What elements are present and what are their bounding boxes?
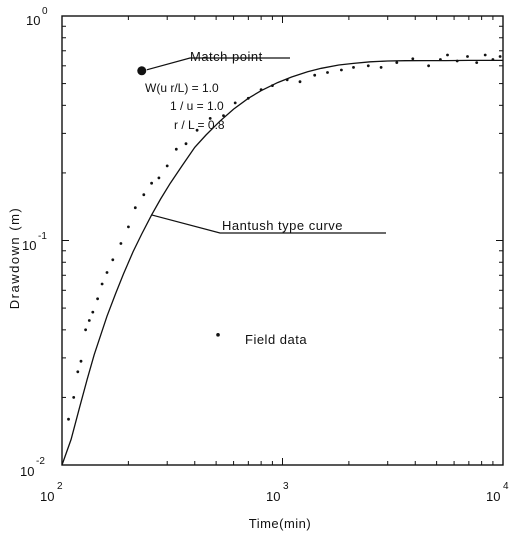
field-data-point — [72, 396, 76, 399]
y-tick-exp: -2 — [36, 456, 45, 467]
type-curve-label: Hantush type curve — [222, 218, 343, 233]
type-curve-leader — [151, 214, 386, 234]
field-data-point — [427, 64, 430, 68]
field-data-point — [208, 117, 212, 120]
field-data-point — [246, 96, 250, 100]
field-data-point — [466, 55, 469, 58]
hantush-type-curve — [61, 59, 503, 466]
field-data-point — [79, 359, 83, 363]
match-point-param-u: 1 / u = 1.0 — [170, 99, 224, 113]
x-tick-exp: 4 — [503, 481, 509, 492]
field-data-point — [96, 297, 99, 301]
field-data-point — [111, 258, 115, 262]
field-data-point — [84, 328, 87, 332]
field-data-point — [100, 282, 104, 286]
field-data-point — [233, 101, 237, 105]
field-data-legend-marker — [216, 333, 220, 337]
field-data-label: Field data — [245, 332, 307, 347]
field-data-point — [184, 142, 188, 146]
field-data-point — [271, 84, 274, 87]
field-data-point — [133, 206, 137, 210]
field-data-point — [352, 66, 355, 69]
field-data-point — [157, 176, 161, 180]
match-point-marker — [137, 66, 147, 76]
field-data-point — [326, 71, 329, 74]
match-point-param-w: W(u r/L) = 1.0 — [145, 81, 219, 95]
field-data-point — [195, 128, 199, 132]
y-tick-base: 10 — [22, 238, 36, 253]
field-data-point — [411, 57, 415, 61]
field-data-point — [483, 53, 487, 57]
field-data-point — [87, 319, 91, 322]
match-point-param-rl: r / L = 0.8 — [174, 118, 225, 132]
field-data-point — [76, 370, 80, 374]
field-data-point — [259, 88, 263, 91]
x-tick-label-1000: 10 3 — [266, 481, 289, 504]
y-tick-base: 10 — [20, 464, 34, 479]
field-data-point — [119, 242, 123, 245]
field-data-point — [395, 61, 399, 64]
field-data-point — [379, 66, 383, 69]
field-data-point — [498, 55, 502, 58]
y-tick-label-0.01: 10 -2 — [20, 456, 45, 479]
field-data-point — [126, 225, 130, 229]
match-point-leader — [146, 57, 290, 71]
axis-ticks — [61, 16, 503, 466]
field-data-point — [105, 271, 109, 274]
y-tick-label-0.1: 10 -1 — [22, 231, 47, 253]
field-data-point — [142, 193, 146, 197]
field-data-point — [475, 61, 479, 64]
field-data-point — [313, 73, 317, 77]
field-data-point — [446, 53, 449, 57]
x-axis-label: Time(min) — [249, 516, 312, 531]
y-tick-exp: -1 — [38, 231, 47, 242]
field-data-point — [222, 114, 225, 117]
field-data-point — [285, 78, 289, 82]
field-data-point — [174, 147, 178, 151]
field-data-point — [150, 181, 154, 185]
y-tick-base: 10 — [26, 13, 40, 28]
field-data-point — [67, 417, 70, 421]
y-tick-exp: 0 — [42, 6, 48, 17]
field-data-point — [455, 59, 459, 63]
field-data-point — [491, 58, 495, 61]
field-data-points — [67, 53, 502, 421]
match-point-label: Match point — [190, 49, 263, 64]
x-tick-label-10000: 10 4 — [486, 481, 509, 504]
field-data-point — [298, 80, 302, 84]
field-data-point — [439, 58, 442, 61]
plot-frame — [61, 15, 504, 466]
field-data-point — [366, 64, 370, 68]
x-tick-base: 10 — [266, 489, 280, 504]
x-tick-exp: 2 — [57, 481, 63, 492]
field-data-point — [340, 68, 343, 72]
y-axis-label: Drawdown (m) — [7, 207, 22, 310]
x-tick-base: 10 — [486, 489, 500, 504]
y-tick-label-1: 10 0 — [26, 6, 48, 28]
field-data-point — [165, 164, 169, 168]
x-tick-base: 10 — [40, 489, 54, 504]
x-tick-label-100: 10 2 — [40, 481, 63, 504]
x-tick-exp: 3 — [283, 481, 289, 492]
field-data-point — [91, 310, 95, 314]
